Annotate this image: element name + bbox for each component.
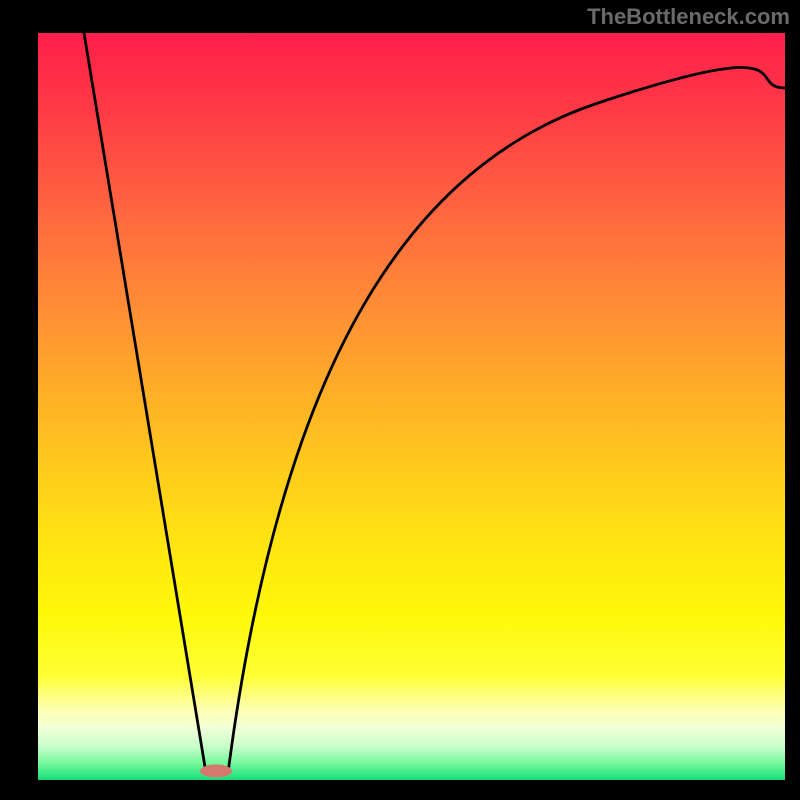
left-descending-line — [84, 33, 206, 773]
plot-area — [38, 33, 785, 780]
minimum-marker — [200, 765, 232, 778]
right-rising-curve — [228, 67, 785, 773]
curve-layer — [38, 33, 785, 780]
watermark-text: TheBottleneck.com — [587, 4, 790, 30]
